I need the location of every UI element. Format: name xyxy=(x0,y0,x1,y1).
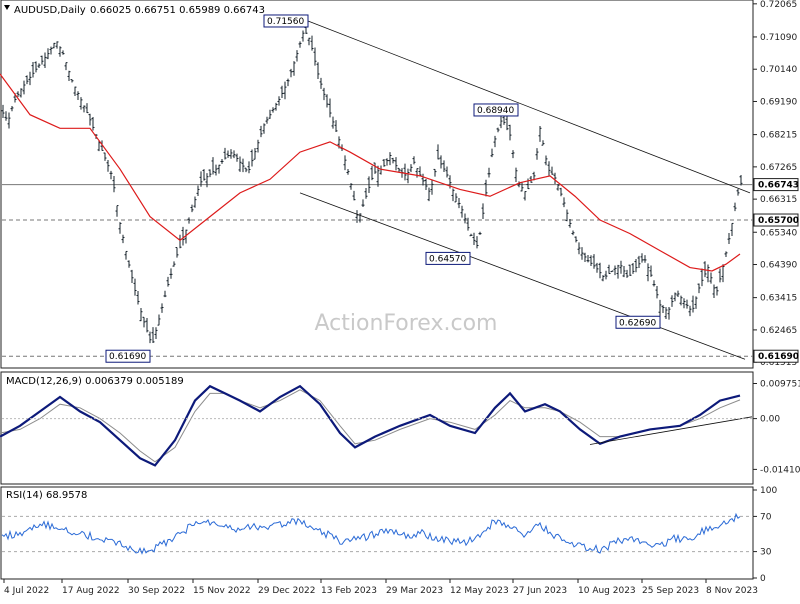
x-tick-label: 15 Nov 2022 xyxy=(193,586,251,596)
macd-tick-label: -0.014107 xyxy=(760,465,800,475)
ohlc-readout: 0.66025 0.66751 0.65989 0.66743 xyxy=(90,5,265,16)
x-tick-label: 10 Aug 2023 xyxy=(578,586,636,596)
macd-line xyxy=(0,384,741,467)
x-tick-label: 17 Aug 2022 xyxy=(62,586,120,596)
macd-tick-label: 0.00 xyxy=(760,415,780,425)
price-tick-label: 0.70140 xyxy=(760,65,797,75)
moving-average-line xyxy=(0,73,741,272)
price-tick-label: 0.61515 xyxy=(760,358,797,368)
price-annotation-box xyxy=(615,315,661,329)
price-annotation-box xyxy=(105,349,151,363)
macd-title: MACD(12,26,9) 0.006379 0.005189 xyxy=(6,376,184,387)
level-price-box xyxy=(753,213,799,227)
macd-axis: 0.009751 0.00 -0.014107 xyxy=(753,379,800,475)
price-annotation-box xyxy=(425,251,471,265)
price-tick-label: 0.66315 xyxy=(760,195,797,205)
price-annotation-box xyxy=(473,103,519,117)
symbol-label: AUDUSD,Daily xyxy=(14,5,86,16)
rsi-title: RSI(14) 68.9578 xyxy=(6,490,87,501)
level-price-box xyxy=(753,349,799,363)
price-annotation-label: 0.68940 xyxy=(477,106,514,116)
rsi-axis: 100 70 30 0 xyxy=(753,486,777,584)
rsi-panel-frame xyxy=(0,486,754,580)
price-bars xyxy=(1,25,743,344)
x-tick-label: 29 Mar 2023 xyxy=(386,586,443,596)
macd-layer xyxy=(0,384,753,467)
price-annotations: 0.71560 0.68940 0.64570 0.62690 0.61690 xyxy=(105,14,661,363)
price-annotation-label: 0.64570 xyxy=(429,254,466,264)
price-tick-label: 0.67265 xyxy=(760,163,797,173)
x-axis: 4 Jul 2022 17 Aug 2022 30 Sep 2022 15 Nov 2… xyxy=(3,579,758,596)
x-tick-label: 12 May 2023 xyxy=(450,586,509,596)
level-price-label: 0.66743 xyxy=(758,181,799,191)
macd-trend-line xyxy=(589,416,753,445)
price-tick-label: 0.69190 xyxy=(760,97,797,107)
x-tick-label: 29 Dec 2022 xyxy=(258,586,316,596)
rsi-tick-label: 30 xyxy=(760,548,772,558)
price-annotation-label: 0.62690 xyxy=(619,318,656,328)
macd-tick-label: 0.009751 xyxy=(760,379,800,389)
macd-signal-line xyxy=(0,389,741,463)
price-tick-label: 0.62465 xyxy=(760,326,797,336)
level-price-box xyxy=(753,178,799,192)
level-price-label: 0.61690 xyxy=(758,352,799,362)
trend-channel-line xyxy=(307,20,751,194)
price-annotation-label: 0.71560 xyxy=(267,17,304,27)
price-tick-label: 0.64390 xyxy=(760,261,797,271)
x-tick-label: 13 Feb 2023 xyxy=(321,586,377,596)
price-lines xyxy=(0,20,751,360)
trend-channel-line xyxy=(299,192,746,360)
price-panel-frame xyxy=(0,0,754,369)
rsi-tick-label: 100 xyxy=(760,486,777,496)
rsi-layer xyxy=(1,512,753,555)
x-tick-label: 27 Jun 2023 xyxy=(513,586,567,596)
price-tick-label: 0.65340 xyxy=(760,228,797,238)
collapse-arrow-icon xyxy=(4,5,10,10)
x-tick-label: 25 Sep 2023 xyxy=(642,586,699,596)
price-tick-label: 0.72065 xyxy=(760,0,797,10)
rsi-line xyxy=(1,512,741,555)
x-tick-label: 4 Jul 2022 xyxy=(4,586,49,596)
price-annotation-box xyxy=(263,14,309,28)
rsi-tick-label: 70 xyxy=(760,512,772,522)
price-tick-label: 0.63415 xyxy=(760,294,797,304)
x-tick-label: 30 Sep 2022 xyxy=(128,586,185,596)
price-axis: 0.72065 0.71090 0.70140 0.69190 0.68215 0.672… xyxy=(753,0,799,368)
level-price-label: 0.65700 xyxy=(758,216,799,226)
rsi-tick-label: 0 xyxy=(760,574,766,584)
price-tick-label: 0.71090 xyxy=(760,33,797,43)
watermark: ActionForex.com xyxy=(315,311,498,336)
price-tick-label: 0.68215 xyxy=(760,131,797,141)
price-header: AUDUSD,Daily 0.66025 0.66751 0.65989 0.6… xyxy=(4,5,265,16)
x-tick-label: 8 Nov 2023 xyxy=(706,586,758,596)
macd-panel-frame xyxy=(0,371,754,485)
price-annotation-label: 0.61690 xyxy=(109,352,146,362)
